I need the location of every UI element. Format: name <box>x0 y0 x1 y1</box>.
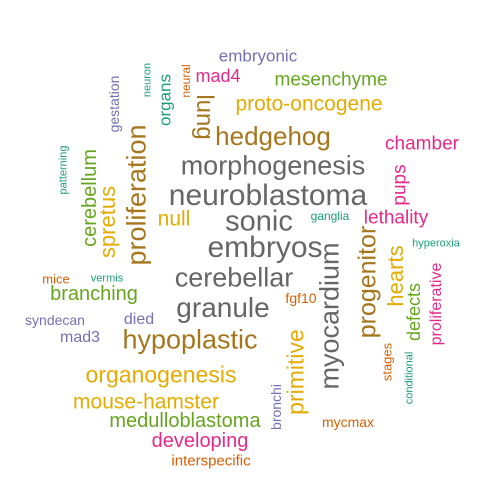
word-conditional: conditional <box>403 351 416 405</box>
word-mad3: mad3 <box>59 329 101 346</box>
word-morphogenesis: morphogenesis <box>180 150 366 181</box>
word-proto-oncogene: proto-oncogene <box>235 92 383 116</box>
word-branching: branching <box>50 283 138 305</box>
word-gestation: gestation <box>106 75 122 133</box>
word-ganglia: ganglia <box>310 209 350 223</box>
word-neuron: neuron <box>141 62 154 98</box>
word-null: null <box>157 207 191 231</box>
word-neuroblastoma: neuroblastoma <box>168 179 368 212</box>
word-lung: lung <box>191 94 218 140</box>
word-proliferative: proliferative <box>428 262 445 346</box>
word-bronchi: bronchi <box>268 384 284 430</box>
word-mesenchyme: mesenchyme <box>274 69 388 91</box>
word-proliferation: proliferation <box>121 124 152 266</box>
word-spretus: spretus <box>95 185 120 259</box>
word-defects: defects <box>404 282 424 342</box>
word-medulloblastoma: medulloblastoma <box>109 410 261 432</box>
word-progenitor: progenitor <box>353 225 382 339</box>
word-embryos: embryos <box>207 231 323 264</box>
word-developing: developing <box>151 430 249 452</box>
word-died: died <box>123 311 155 328</box>
word-hypoplastic: hypoplastic <box>122 324 258 355</box>
word-organogenesis: organogenesis <box>85 361 237 388</box>
word-myocardium: myocardium <box>314 242 345 390</box>
word-mice: mice <box>42 271 70 287</box>
word-interspecific: interspecific <box>171 452 251 470</box>
word-syndecan: syndecan <box>25 312 85 328</box>
word-patterning: patterning <box>57 145 70 195</box>
word-stages: stages <box>379 342 395 382</box>
word-chamber: chamber <box>385 133 459 155</box>
word-mad4: mad4 <box>195 66 241 86</box>
word-mouse-hamster: mouse-hamster <box>73 390 219 414</box>
word-granule: granule <box>176 292 270 323</box>
word-hyperoxia: hyperoxia <box>412 237 460 250</box>
word-mycmax: mycmax <box>321 414 375 430</box>
word-lethality: lethality <box>363 207 429 229</box>
word-vermis: vermis <box>90 272 124 285</box>
word-sonic: sonic <box>225 205 293 238</box>
word-neural: neural <box>179 64 193 98</box>
word-organs: organs <box>155 74 175 126</box>
word-primitive: primitive <box>282 329 309 415</box>
word-embryonic: embryonic <box>218 46 298 66</box>
word-hedgehog: hedgehog <box>215 121 331 151</box>
word-cerebellar: cerebellar <box>174 262 294 293</box>
word-pups: pups <box>389 164 411 206</box>
word-fgf10: fgf10 <box>285 290 317 306</box>
